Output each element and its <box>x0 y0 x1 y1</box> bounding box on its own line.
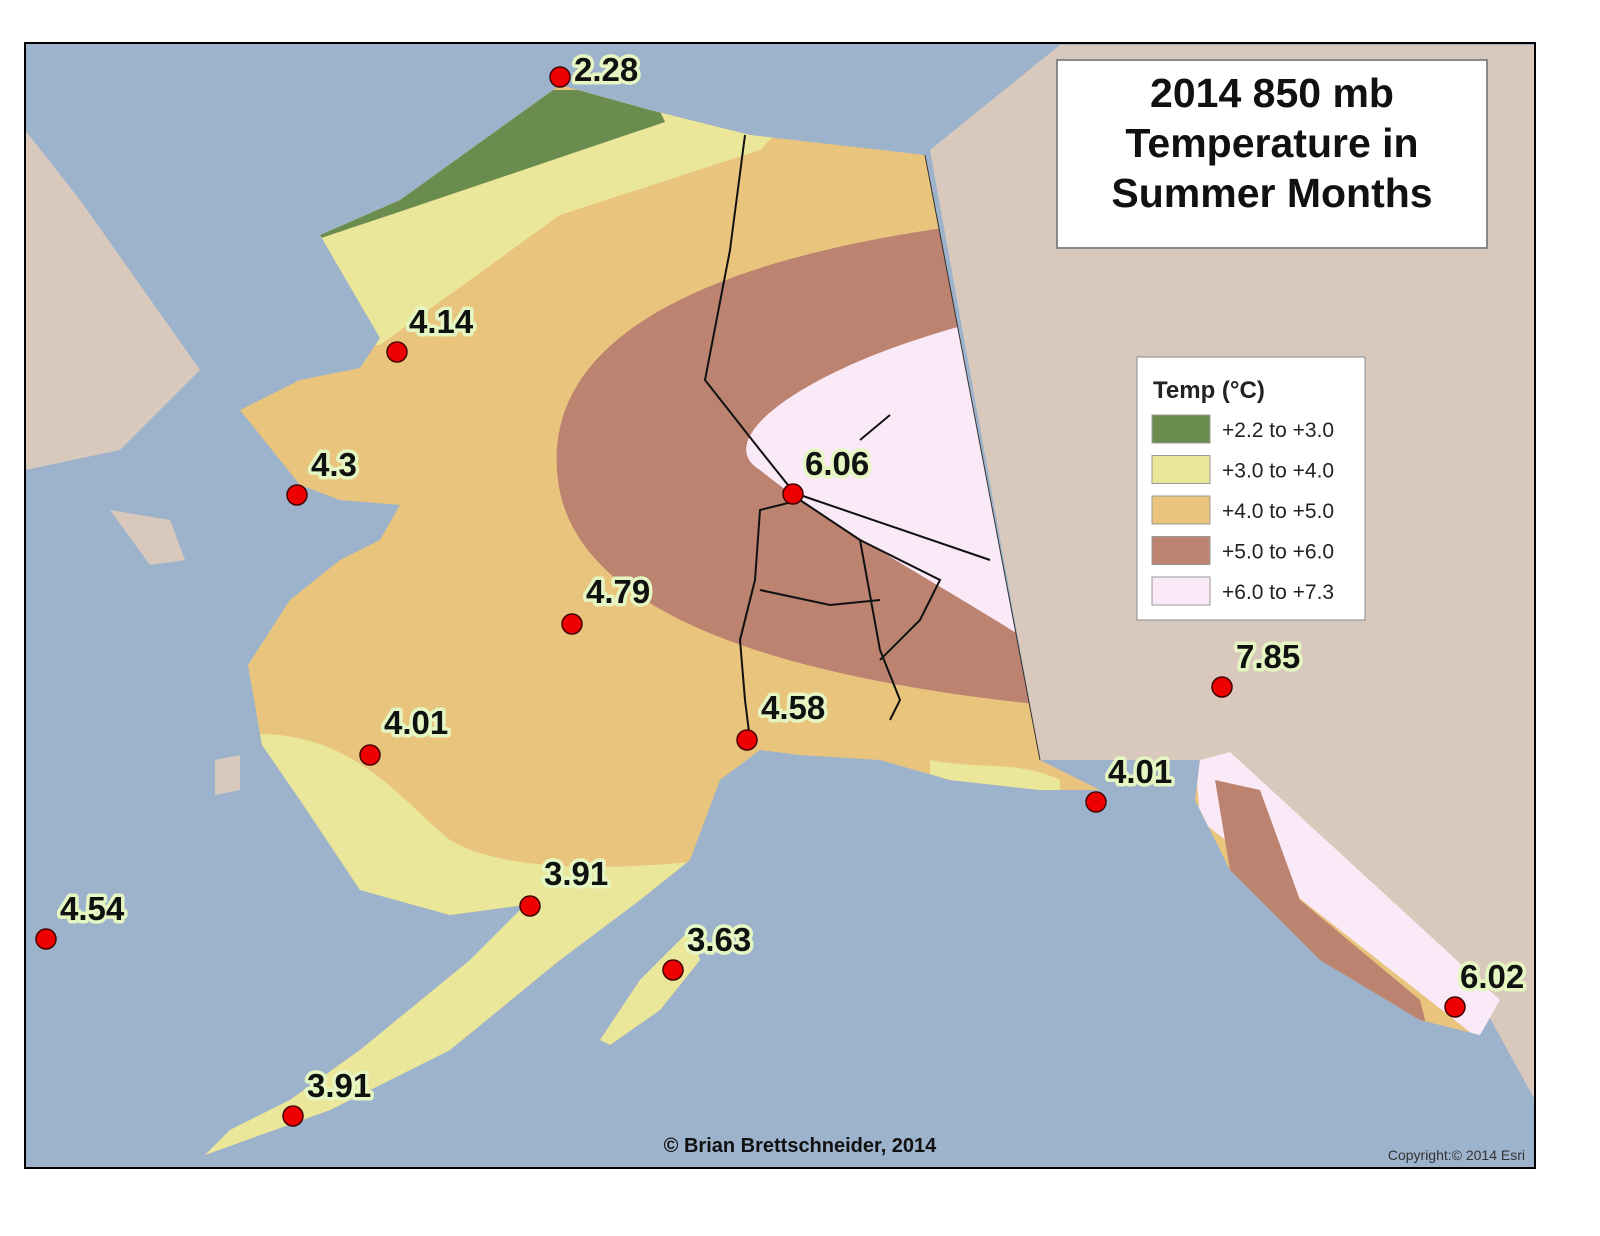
legend-label: +3.0 to +4.0 <box>1222 460 1334 483</box>
title-holder: 2014 850 mb Temperature in Summer Months <box>1111 70 1433 216</box>
island <box>215 755 240 795</box>
station-marker <box>282 1105 304 1127</box>
station-label: 7.85 <box>1236 638 1300 675</box>
legend-swatch <box>1151 576 1211 606</box>
station-label: 4.01 <box>1108 753 1172 790</box>
station-label: 4.54 <box>60 890 125 927</box>
roads <box>703 134 991 741</box>
station-marker <box>286 484 308 506</box>
station-label: 6.06 <box>805 445 869 482</box>
credit: © Brian Brettschneider, 2014 <box>664 1135 938 1157</box>
zone <box>1215 780 1430 1040</box>
station-marker <box>736 729 758 751</box>
station-label: 3.91 <box>544 855 608 892</box>
station-marker <box>561 613 583 635</box>
station-label: 4.3 <box>311 446 357 483</box>
station-label: 4.14 <box>409 303 474 340</box>
station-marker <box>519 895 541 917</box>
station-label: 2.28 <box>574 51 638 88</box>
legend-box <box>1136 356 1366 621</box>
station-marker <box>1211 676 1233 698</box>
station-marker <box>359 744 381 766</box>
station-label: 6.02 <box>1460 958 1524 995</box>
border <box>924 154 1041 761</box>
station-marker <box>35 928 57 950</box>
legend-label: +5.0 to +6.0 <box>1222 541 1334 564</box>
station-marker <box>1444 996 1466 1018</box>
legend-label: +4.0 to +5.0 <box>1222 500 1334 523</box>
station-label: 3.63 <box>687 921 751 958</box>
russia-land <box>25 130 200 470</box>
legend-swatch <box>1151 455 1211 484</box>
legend-label: +2.2 to +3.0 <box>1222 419 1334 442</box>
zone <box>1195 745 1500 1040</box>
zone <box>746 325 1035 645</box>
title: 2014 850 mb Temperature in Summer Months <box>1111 70 1433 216</box>
island <box>110 510 185 565</box>
station-marker <box>782 483 804 505</box>
station-label: 4.79 <box>586 573 650 610</box>
title-box <box>1056 59 1488 249</box>
copyright: Copyright:© 2014 Esri <box>1388 1147 1525 1163</box>
legend-label: +6.0 to +7.3 <box>1222 581 1334 604</box>
frame <box>24 42 1536 1169</box>
station-marker <box>549 66 571 88</box>
station-marker <box>662 959 684 981</box>
station-label: 3.91 <box>307 1067 371 1104</box>
legend-swatch <box>1151 495 1211 525</box>
station-marker <box>1085 791 1107 813</box>
legend-title: Temp (°C) <box>1153 377 1265 404</box>
legend-swatch <box>1151 536 1211 565</box>
station-marker <box>386 341 408 363</box>
legend-swatch <box>1151 414 1211 444</box>
station-label: 4.01 <box>384 704 448 741</box>
station-label: 4.58 <box>761 689 825 726</box>
